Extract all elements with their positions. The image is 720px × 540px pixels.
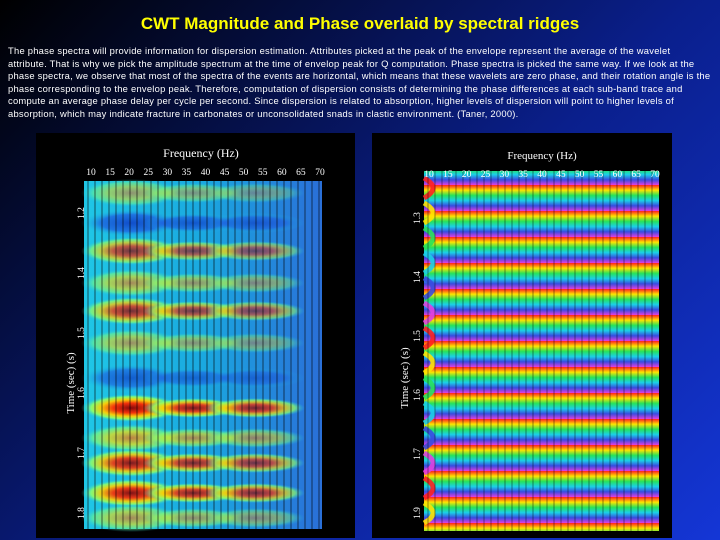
x-tick-label: 70 [650,170,660,180]
energy-blob [81,424,181,452]
energy-blob [205,483,305,503]
x-tick-label: 40 [537,170,547,180]
x-tick-label: 15 [443,170,453,180]
energy-blob [81,237,181,265]
phase-curve [422,350,436,376]
magnitude-x-title: Frequency (Hz) [163,146,239,160]
magnitude-plot: Frequency (Hz) 10 15 20 25 30 35 40 45 50 55 60 65 7… [36,133,355,538]
magnitude-x-ticks: 10 15 20 25 30 35 40 45 50 55 60 65 70 [86,168,325,178]
x-tick-label: 10 [424,170,434,180]
phase-curve [422,200,436,226]
energy-blob [81,269,181,297]
x-tick-label: 55 [594,170,604,180]
phase-plot: Frequency (Hz) 10 15 20 25 30 35 40 45 50 55 60 65 7… [372,133,672,538]
magnitude-panel: Frequency (Hz) 10 15 20 25 30 35 40 45 50 55 60 65 7… [36,133,355,538]
phase-curve [422,175,436,201]
energy-blob [205,333,305,353]
phase-curve [422,450,436,476]
x-tick-label: 60 [277,168,287,178]
x-tick-label: 20 [462,170,472,180]
phase-x-title: Frequency (Hz) [507,150,577,162]
energy-blob [81,209,181,237]
energy-blob [81,364,181,392]
phase-trace-lines [427,171,653,531]
phase-curve [422,275,436,301]
phase-x-ticks: 10 15 20 25 30 35 40 45 50 55 60 65 70 [424,170,660,180]
x-tick-label: 55 [258,168,268,178]
energy-blob [205,241,305,261]
x-tick-label: 15 [105,168,115,178]
energy-blob [81,504,181,532]
phase-curve [422,475,436,501]
y-tick-label: 1.9 [413,507,423,519]
magnitude-y-ticks: 1.2 1.4 1.5 1.6 1.7 1.8 [77,207,87,519]
energy-blob [205,508,305,528]
magnitude-trace-lines [87,181,320,529]
x-tick-label: 60 [613,170,623,180]
y-tick-label: 1.7 [413,448,423,460]
x-tick-label: 20 [124,168,134,178]
energy-blob [205,428,305,448]
y-tick-label: 1.8 [77,507,87,519]
phase-curve [422,300,436,326]
energy-blob [205,183,305,203]
phase-curved-bands [422,175,436,526]
energy-blob [205,273,305,293]
x-tick-label: 35 [182,168,192,178]
y-tick-label: 1.2 [77,207,87,219]
slide-title: CWT Magnitude and Phase overlaid by spec… [140,14,580,33]
phase-y-title: Time (sec) (s) [399,347,411,409]
phase-curve [422,500,436,526]
x-tick-label: 50 [575,170,585,180]
x-tick-label: 30 [163,168,173,178]
y-tick-label: 1.4 [413,271,423,283]
x-tick-label: 25 [481,170,491,180]
y-tick-label: 1.3 [413,212,423,224]
energy-blob [81,479,181,507]
phase-curve [422,425,436,451]
y-tick-label: 1.6 [413,389,423,401]
energy-blob [205,453,305,473]
x-tick-label: 35 [518,170,528,180]
x-tick-label: 45 [556,170,566,180]
y-tick-label: 1.7 [77,447,87,459]
phase-curve [422,400,436,426]
energy-blob [81,179,181,207]
slide-body-text: The phase spectra will provide informati… [8,45,711,119]
y-tick-label: 1.5 [413,330,423,342]
phase-panel: Frequency (Hz) 10 15 20 25 30 35 40 45 50 55 60 65 7… [372,133,672,538]
x-tick-label: 30 [500,170,510,180]
energy-blob [81,329,181,357]
x-tick-label: 70 [315,168,325,178]
magnitude-y-title: Time (sec) (s) [65,352,77,414]
y-tick-label: 1.4 [77,267,87,279]
y-tick-label: 1.6 [77,387,87,399]
energy-blob [205,368,305,388]
energy-blob [81,297,181,325]
phase-y-ticks: 1.3 1.4 1.5 1.6 1.7 1.9 [413,212,423,519]
x-tick-label: 40 [201,168,211,178]
phase-curve [422,250,436,276]
x-tick-label: 45 [220,168,230,178]
phase-curve [422,225,436,251]
phase-curve [422,325,436,351]
x-tick-label: 25 [144,168,154,178]
x-tick-label: 10 [86,168,96,178]
x-tick-label: 50 [239,168,249,178]
y-tick-label: 1.5 [77,327,87,339]
phase-curve [422,375,436,401]
energy-blob [81,394,181,422]
x-tick-label: 65 [631,170,641,180]
x-tick-label: 65 [296,168,306,178]
energy-blob [205,213,305,233]
energy-blob [81,449,181,477]
energy-blob [205,398,305,418]
energy-blob [205,301,305,321]
